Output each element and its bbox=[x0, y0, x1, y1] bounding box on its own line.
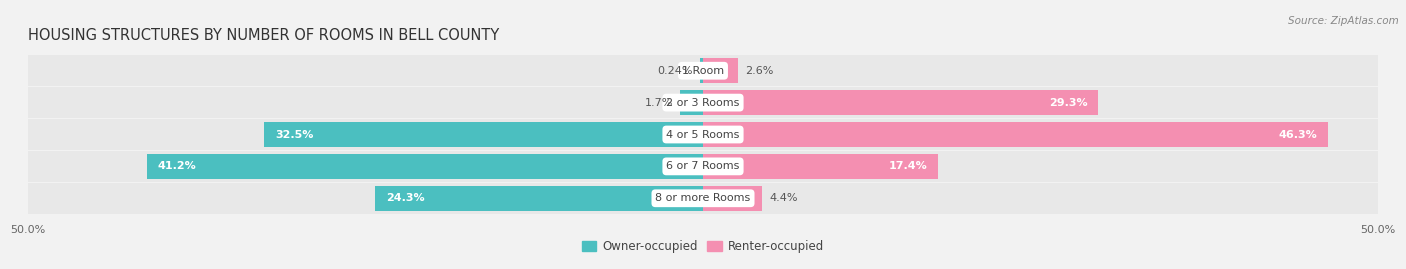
Text: 4.4%: 4.4% bbox=[769, 193, 797, 203]
Text: 4 or 5 Rooms: 4 or 5 Rooms bbox=[666, 129, 740, 140]
Bar bbox=[681, 90, 703, 115]
Text: Source: ZipAtlas.com: Source: ZipAtlas.com bbox=[1288, 16, 1399, 26]
Bar bbox=[703, 154, 938, 179]
Text: 29.3%: 29.3% bbox=[1049, 98, 1088, 108]
Bar bbox=[28, 119, 1378, 150]
Bar bbox=[146, 154, 703, 179]
Bar bbox=[703, 58, 738, 83]
Bar bbox=[703, 186, 762, 211]
Bar bbox=[264, 122, 703, 147]
Bar bbox=[28, 183, 1378, 214]
Text: 8 or more Rooms: 8 or more Rooms bbox=[655, 193, 751, 203]
Bar bbox=[703, 122, 1327, 147]
Text: 17.4%: 17.4% bbox=[889, 161, 927, 171]
Text: 1 Room: 1 Room bbox=[682, 66, 724, 76]
Bar bbox=[703, 90, 1098, 115]
Text: HOUSING STRUCTURES BY NUMBER OF ROOMS IN BELL COUNTY: HOUSING STRUCTURES BY NUMBER OF ROOMS IN… bbox=[28, 28, 499, 43]
Text: 32.5%: 32.5% bbox=[276, 129, 314, 140]
Bar bbox=[375, 186, 703, 211]
Text: 2.6%: 2.6% bbox=[745, 66, 773, 76]
Text: 24.3%: 24.3% bbox=[385, 193, 425, 203]
Text: 0.24%: 0.24% bbox=[658, 66, 693, 76]
Text: 2 or 3 Rooms: 2 or 3 Rooms bbox=[666, 98, 740, 108]
Bar bbox=[28, 151, 1378, 182]
Text: 41.2%: 41.2% bbox=[157, 161, 197, 171]
Text: 1.7%: 1.7% bbox=[645, 98, 673, 108]
Bar bbox=[28, 55, 1378, 86]
Bar bbox=[28, 87, 1378, 118]
Text: 46.3%: 46.3% bbox=[1278, 129, 1317, 140]
Bar bbox=[700, 58, 703, 83]
Text: 6 or 7 Rooms: 6 or 7 Rooms bbox=[666, 161, 740, 171]
Legend: Owner-occupied, Renter-occupied: Owner-occupied, Renter-occupied bbox=[578, 235, 828, 258]
